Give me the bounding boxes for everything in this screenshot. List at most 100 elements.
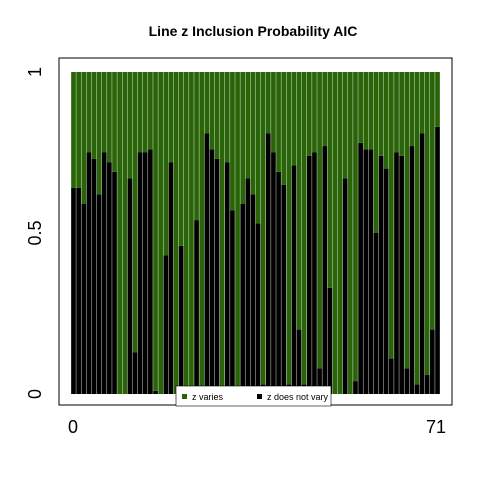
bar-z-does-not-vary-4 (91, 158, 97, 394)
bar-z-does-not-vary-58 (368, 149, 374, 394)
bar-z-does-not-vary-66 (409, 146, 415, 394)
x-axis: 0 71 (68, 417, 446, 437)
bar-z-does-not-vary-1 (76, 187, 81, 394)
bar-z-varies-6 (101, 72, 107, 153)
x-tick-label-0: 0 (68, 417, 78, 437)
bar-z-varies-1 (76, 72, 81, 188)
bar-z-does-not-vary-56 (358, 142, 363, 394)
bar-z-does-not-vary-8 (112, 171, 117, 394)
bar-z-does-not-vary-68 (419, 133, 425, 394)
bar-z-does-not-vary-60 (378, 155, 384, 394)
bar-z-varies-11 (127, 72, 133, 179)
bar-z-varies-53 (342, 72, 348, 179)
bar-z-varies-22 (183, 72, 189, 394)
bar-z-does-not-vary-69 (424, 374, 430, 394)
bar-z-varies-60 (378, 72, 384, 156)
bar-z-does-not-vary-13 (137, 152, 143, 394)
bar-z-does-not-vary-30 (224, 162, 230, 394)
bar-z-does-not-vary-34 (245, 178, 251, 394)
bar-z-varies-44 (296, 72, 302, 330)
bar-z-does-not-vary-27 (209, 149, 215, 394)
legend-label-z-does-not-vary: z does not vary (267, 392, 329, 402)
bar-z-does-not-vary-16 (153, 390, 158, 394)
bar-z-varies-0 (71, 72, 76, 188)
bar-z-varies-71 (435, 72, 440, 127)
bar-z-does-not-vary-44 (296, 329, 302, 394)
bar-z-varies-56 (358, 72, 363, 143)
bar-z-varies-50 (327, 72, 333, 288)
bar-z-varies-63 (394, 72, 399, 153)
bar-z-varies-49 (322, 72, 328, 147)
bar-z-does-not-vary-2 (81, 204, 87, 394)
bar-z-varies-40 (276, 72, 281, 172)
bar-z-does-not-vary-28 (214, 158, 220, 394)
bar-z-varies-23 (189, 72, 194, 394)
bar-z-varies-37 (260, 72, 266, 385)
bar-z-varies-33 (240, 72, 246, 205)
bar-z-varies-32 (235, 72, 240, 394)
bar-z-does-not-vary-41 (281, 184, 287, 394)
bar-z-does-not-vary-39 (271, 152, 276, 394)
bar-z-does-not-vary-35 (250, 194, 256, 394)
bar-z-varies-28 (214, 72, 220, 159)
bar-z-varies-10 (122, 72, 128, 394)
bar-z-varies-67 (414, 72, 420, 385)
bar-z-does-not-vary-19 (168, 162, 174, 394)
bar-z-does-not-vary-5 (96, 194, 102, 394)
bar-z-varies-13 (137, 72, 143, 153)
bar-z-does-not-vary-64 (399, 155, 404, 394)
bar-z-varies-62 (389, 72, 394, 359)
bar-z-varies-34 (245, 72, 251, 179)
bar-z-varies-58 (368, 72, 374, 150)
bar-z-does-not-vary-18 (163, 255, 169, 394)
bar-z-varies-47 (312, 72, 317, 153)
bar-z-varies-20 (173, 72, 179, 394)
bar-z-varies-64 (399, 72, 404, 156)
bar-z-varies-39 (271, 72, 276, 153)
bar-z-does-not-vary-47 (312, 152, 317, 394)
bar-z-varies-46 (306, 72, 312, 156)
bar-z-does-not-vary-24 (194, 220, 199, 394)
y-axis: 0 0.5 1 (25, 67, 45, 399)
bar-z-varies-69 (424, 72, 430, 375)
bar-z-does-not-vary-70 (430, 329, 435, 394)
legend-label-z-varies: z varies (192, 392, 224, 402)
bar-z-varies-38 (265, 72, 271, 134)
bar-z-varies-5 (96, 72, 102, 195)
legend-swatch-z-varies (182, 394, 187, 399)
bar-z-does-not-vary-40 (276, 171, 281, 394)
y-tick-label-1: 1 (25, 67, 45, 77)
bar-z-does-not-vary-57 (363, 149, 369, 394)
bar-z-does-not-vary-62 (389, 358, 394, 394)
bar-z-varies-31 (230, 72, 235, 211)
bar-z-varies-55 (353, 72, 358, 382)
bars-group (71, 72, 440, 395)
bar-z-varies-9 (117, 72, 122, 394)
bar-z-does-not-vary-15 (148, 149, 153, 394)
bar-z-varies-27 (209, 72, 215, 150)
bar-z-does-not-vary-21 (178, 245, 184, 394)
bar-z-does-not-vary-67 (414, 384, 420, 394)
bar-z-does-not-vary-36 (255, 223, 261, 394)
bar-z-varies-43 (291, 72, 297, 166)
bar-z-does-not-vary-31 (230, 210, 235, 394)
bar-z-varies-35 (250, 72, 256, 195)
bar-z-varies-16 (153, 72, 158, 391)
legend-swatch-z-does-not-vary (257, 394, 262, 399)
bar-z-varies-42 (286, 72, 292, 385)
bar-z-does-not-vary-61 (383, 168, 389, 394)
bar-z-varies-12 (132, 72, 138, 353)
bar-z-varies-52 (337, 72, 343, 394)
x-tick-label-71: 71 (426, 417, 446, 437)
bar-z-varies-14 (142, 72, 148, 153)
bar-z-does-not-vary-53 (342, 178, 348, 394)
bar-z-varies-45 (301, 72, 307, 385)
bar-z-does-not-vary-12 (132, 352, 138, 394)
bar-z-varies-51 (332, 72, 338, 394)
bar-z-does-not-vary-3 (86, 152, 92, 394)
bar-z-varies-4 (91, 72, 97, 159)
bar-z-varies-19 (168, 72, 174, 163)
bar-z-varies-21 (178, 72, 184, 246)
bar-z-varies-68 (419, 72, 425, 134)
